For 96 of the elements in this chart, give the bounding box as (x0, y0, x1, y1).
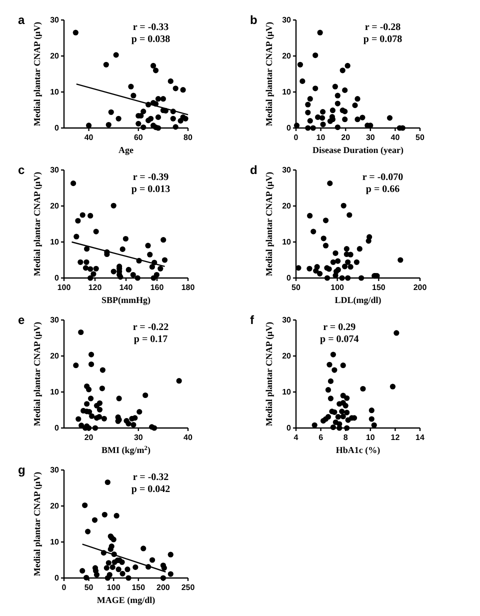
x-axis-title: SBP(mmHg) (102, 295, 150, 305)
y-tick-label: 30 (282, 166, 292, 175)
y-tick-label: 10 (50, 538, 60, 547)
x-tick-label: 10 (316, 133, 326, 142)
annotation: p = 0.013 (131, 184, 170, 195)
x-tick-label: 140 (119, 283, 134, 292)
chart-title: e (18, 313, 25, 327)
y-axis-title: Medial plantar CNAP (μV) (32, 22, 42, 126)
x-axis-title: HbA1c (%) (336, 445, 380, 455)
x-tick-label: 50 (292, 283, 301, 292)
x-tick-label: 160 (150, 283, 164, 292)
annotation: r = -0.22 (132, 322, 169, 333)
chart-title: f (250, 313, 255, 327)
y-axis-title: Medial plantar CNAP (μV) (32, 472, 42, 576)
y-axis-title: Medial plantar CNAP (μV) (264, 322, 274, 426)
x-axis-title: Disease Duration (year) (312, 145, 404, 155)
x-tick-label: 120 (88, 283, 102, 292)
y-tick-label: 0 (54, 124, 60, 133)
x-tick-label: 4 (294, 433, 299, 442)
y-tick-label: 30 (50, 16, 60, 25)
y-axis-title: Medial plantar CNAP (μV) (32, 172, 42, 276)
y-tick-label: 30 (50, 316, 60, 325)
chart-title: d (250, 163, 258, 177)
annotation: r = 0.29 (323, 322, 356, 333)
y-tick-label: 10 (282, 88, 292, 97)
chart-title: g (18, 463, 26, 477)
annotation: p = 0.66 (366, 184, 400, 195)
x-tick-label: 0 (294, 133, 299, 142)
x-tick-label: 50 (84, 583, 94, 592)
x-tick-label: 200 (156, 583, 170, 592)
y-tick-label: 20 (50, 52, 60, 61)
y-tick-label: 0 (54, 424, 60, 433)
x-tick-label: 50 (416, 133, 425, 142)
x-tick-label: 10 (366, 433, 376, 442)
y-tick-label: 20 (50, 502, 60, 511)
x-tick-label: 8 (343, 433, 348, 442)
x-tick-label: 20 (341, 133, 351, 142)
annotation: p = 0.038 (131, 34, 170, 45)
y-tick-label: 10 (50, 88, 60, 97)
y-axis-title: Medial plantar CNAP (μV) (32, 322, 42, 426)
x-axis-title: Age (118, 145, 134, 155)
x-tick-label: 30 (366, 133, 376, 142)
y-tick-label: 0 (286, 274, 292, 283)
x-tick-label: 60 (134, 133, 144, 142)
y-tick-label: 30 (50, 466, 60, 475)
chart-title: a (18, 13, 25, 27)
annotation: r = -0.32 (132, 472, 169, 483)
annotation: p = 0.074 (320, 334, 359, 345)
x-tick-label: 100 (57, 283, 72, 292)
annotation: p = 0.042 (131, 484, 170, 495)
x-tick-label: 100 (330, 283, 345, 292)
x-tick-label: 12 (390, 433, 400, 442)
y-tick-label: 30 (50, 166, 60, 175)
y-axis-title: Medial plantar CNAP (μV) (264, 22, 274, 126)
y-tick-label: 10 (50, 238, 60, 247)
chart-title: b (250, 13, 258, 27)
x-tick-label: 20 (84, 433, 94, 442)
y-tick-label: 20 (50, 202, 60, 211)
x-tick-label: 30 (134, 433, 144, 442)
x-tick-label: 180 (181, 283, 196, 292)
x-tick-label: 100 (106, 583, 121, 592)
y-tick-label: 10 (50, 388, 60, 397)
y-tick-label: 0 (54, 574, 60, 583)
annotation: p = 0.17 (134, 334, 168, 345)
x-axis-title: MAGE (mg/dl) (96, 595, 156, 605)
y-tick-label: 10 (282, 388, 292, 397)
annotation: r = -0.33 (132, 22, 169, 33)
x-tick-label: 40 (184, 433, 193, 442)
x-tick-label: 80 (184, 133, 193, 142)
y-tick-label: 0 (286, 424, 292, 433)
y-tick-label: 0 (286, 124, 292, 133)
x-tick-label: 40 (84, 133, 94, 142)
y-axis-title: Medial plantar CNAP (μV) (264, 172, 274, 276)
x-tick-label: 250 (181, 583, 196, 592)
y-tick-label: 30 (282, 16, 292, 25)
x-tick-label: 200 (413, 283, 428, 292)
x-tick-label: 0 (62, 583, 67, 592)
annotation: r = -0.28 (364, 22, 401, 33)
x-axis-title: LDL(mg/dl) (334, 295, 382, 305)
x-tick-label: 150 (372, 283, 386, 292)
y-tick-label: 20 (282, 352, 292, 361)
x-tick-label: 40 (390, 133, 400, 142)
y-tick-label: 20 (282, 202, 292, 211)
x-axis-title: BMI (kg/m$^{2}$) (102, 444, 150, 455)
y-tick-label: 20 (282, 52, 292, 61)
x-tick-label: 6 (318, 433, 324, 442)
y-tick-label: 20 (50, 352, 60, 361)
x-tick-label: 14 (416, 433, 425, 442)
chart-title: c (18, 163, 25, 177)
annotation: r = -0.070 (362, 172, 404, 183)
y-tick-label: 0 (54, 274, 60, 283)
annotation: p = 0.078 (363, 34, 402, 45)
y-tick-label: 10 (282, 238, 292, 247)
x-tick-label: 150 (132, 583, 146, 592)
y-tick-label: 30 (282, 316, 292, 325)
annotation: r = -0.39 (132, 172, 169, 183)
